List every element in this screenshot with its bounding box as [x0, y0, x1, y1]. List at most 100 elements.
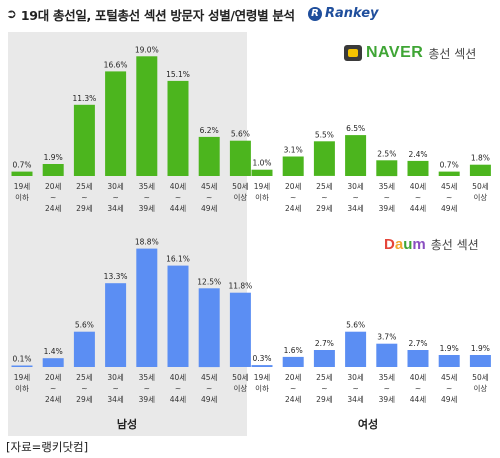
- tick-label-c1-male-5-1: ~: [175, 384, 181, 393]
- data-label-c0-male-1: 1.9%: [44, 153, 63, 162]
- tick-label-c1-female-3-2: 34세: [347, 395, 364, 404]
- tick-label-c0-male-6-2: 49세: [201, 204, 218, 213]
- tick-label-c0-male-7-1: 이상: [233, 192, 247, 202]
- data-label-c0-male-4: 19.0%: [135, 45, 159, 54]
- tick-label-c1-male-6-2: 49세: [201, 395, 218, 404]
- tick-label-c1-male-3-1: ~: [112, 384, 118, 393]
- data-label-c0-female-6: 0.7%: [440, 161, 459, 170]
- tick-label-c0-male-2-1: ~: [81, 193, 87, 202]
- tick-label-c0-female-4-1: ~: [384, 193, 390, 202]
- tick-label-c1-male-7-0: 50세: [232, 373, 249, 382]
- daum-wordmark: Daum: [384, 236, 426, 253]
- bar-c0-male-4: [136, 56, 158, 176]
- tick-label-c0-male-7-0: 50세: [232, 182, 249, 191]
- tick-label-c1-male-4-2: 39세: [139, 395, 156, 404]
- bar-c0-male-2: [73, 104, 95, 176]
- tick-label-c0-female-3-2: 34세: [347, 204, 364, 213]
- tick-label-c0-male-1-1: ~: [50, 193, 56, 202]
- bar-c1-male-6: [198, 288, 220, 368]
- tick-label-c0-female-1-0: 20세: [285, 182, 302, 191]
- tick-label-c1-female-2-0: 25세: [316, 373, 333, 382]
- chart-title: ➲ 19대 총선일, 포털총선 섹션 방문자 성별/연령별 분석: [6, 4, 295, 24]
- tick-label-c0-male-4-0: 35세: [139, 182, 156, 191]
- group-label-male: 남성: [117, 417, 137, 431]
- data-label-c0-female-1: 3.1%: [284, 146, 303, 155]
- tick-label-c1-female-0-0: 19세: [254, 373, 271, 382]
- tick-label-c1-male-4-0: 35세: [139, 373, 156, 382]
- bar-c0-male-5: [167, 80, 189, 176]
- data-label-c1-male-5: 16.1%: [166, 255, 190, 264]
- tick-label-c0-female-6-2: 49세: [441, 204, 458, 213]
- tick-label-c1-male-5-2: 44세: [170, 395, 187, 404]
- rankey-logo: R Rankey: [308, 6, 379, 21]
- tick-label-c1-female-1-2: 24세: [285, 395, 302, 404]
- tick-label-c0-female-5-0: 40세: [410, 182, 427, 191]
- tick-label-c0-male-5-0: 40세: [170, 182, 187, 191]
- tick-label-c1-female-5-0: 40세: [410, 373, 427, 382]
- tick-label-c0-male-5-1: ~: [175, 193, 181, 202]
- bar-c0-male-0: [11, 171, 33, 176]
- tick-label-c1-male-7-1: 이상: [233, 383, 247, 393]
- tick-label-c1-female-5-1: ~: [415, 384, 421, 393]
- tick-label-c0-female-0-1: 이하: [255, 192, 269, 202]
- tick-label-c0-female-2-1: ~: [321, 193, 327, 202]
- tick-label-c0-male-0-1: 이하: [15, 192, 29, 202]
- bar-c1-male-7: [229, 292, 251, 367]
- tick-label-c0-male-2-0: 25세: [76, 182, 93, 191]
- tick-label-c1-female-1-0: 20세: [285, 373, 302, 382]
- arrow-icon: ➲: [6, 6, 17, 22]
- bar-c0-male-1: [42, 164, 64, 176]
- tick-label-c0-male-1-2: 24세: [45, 204, 62, 213]
- tick-label-c1-male-1-1: ~: [50, 384, 56, 393]
- tick-label-c1-female-6-0: 45세: [441, 373, 458, 382]
- tick-label-c1-male-2-2: 29세: [76, 395, 93, 404]
- tick-label-c0-male-5-2: 44세: [170, 204, 187, 213]
- data-label-c1-female-6: 1.9%: [440, 344, 459, 353]
- bar-c0-female-0: [251, 169, 273, 176]
- daum-letter-m: m: [412, 236, 426, 253]
- daum-subtitle: 총선 섹션: [430, 238, 479, 252]
- bar-c1-female-5: [407, 350, 429, 367]
- data-label-c0-male-0: 0.7%: [12, 161, 31, 170]
- bar-c1-male-2: [73, 331, 95, 367]
- naver-wordmark: NAVER: [366, 44, 424, 61]
- tick-label-c1-female-3-1: ~: [352, 384, 358, 393]
- title-text: 19대 총선일, 포털총선 섹션 방문자 성별/연령별 분석: [20, 7, 295, 23]
- naver-logo: NAVER 총선 섹션: [344, 44, 476, 62]
- data-label-c0-female-2: 5.5%: [315, 130, 334, 139]
- tick-label-c1-male-1-2: 24세: [45, 395, 62, 404]
- tick-label-c0-female-1-2: 24세: [285, 204, 302, 213]
- tick-label-c0-female-2-0: 25세: [316, 182, 333, 191]
- tick-label-c0-male-2-2: 29세: [76, 204, 93, 213]
- data-label-c1-female-2: 2.7%: [315, 339, 334, 348]
- tick-label-c1-female-4-2: 39세: [379, 395, 396, 404]
- source-note: [자료=랭키닷컴]: [6, 440, 89, 454]
- bar-c1-female-7: [469, 355, 491, 367]
- tick-label-c1-male-6-1: ~: [206, 384, 212, 393]
- bar-c0-male-7: [229, 140, 251, 176]
- bar-c1-male-4: [136, 248, 158, 367]
- daum-logo: Daum 총선 섹션: [384, 236, 479, 253]
- data-label-c0-female-7: 1.8%: [471, 154, 490, 163]
- tick-label-c1-female-6-2: 49세: [441, 395, 458, 404]
- bar-c1-female-6: [438, 355, 460, 367]
- tick-label-c0-male-1-0: 20세: [45, 182, 62, 191]
- tick-label-c0-male-0-0: 19세: [14, 182, 31, 191]
- tick-label-c1-female-6-1: ~: [446, 384, 452, 393]
- data-label-c1-female-3: 5.6%: [346, 321, 365, 330]
- tick-label-c1-male-5-0: 40세: [170, 373, 187, 382]
- data-label-c1-female-4: 3.7%: [377, 333, 396, 342]
- bar-c1-male-5: [167, 265, 189, 367]
- tick-label-c0-male-3-0: 30세: [107, 182, 124, 191]
- rankey-mark-icon: R: [308, 6, 322, 21]
- tick-label-c1-female-4-0: 35세: [379, 373, 396, 382]
- group-label-female: 여성: [358, 417, 378, 431]
- tick-label-c0-female-4-0: 35세: [379, 182, 396, 191]
- tick-label-c1-female-7-0: 50세: [472, 373, 489, 382]
- tick-label-c1-female-2-2: 29세: [316, 395, 333, 404]
- bar-c0-female-5: [407, 160, 429, 176]
- daum-letter-u: u: [403, 236, 413, 253]
- tick-label-c0-female-0-0: 19세: [254, 182, 271, 191]
- tick-label-c0-female-3-0: 30세: [347, 182, 364, 191]
- bar-c0-male-6: [198, 136, 220, 176]
